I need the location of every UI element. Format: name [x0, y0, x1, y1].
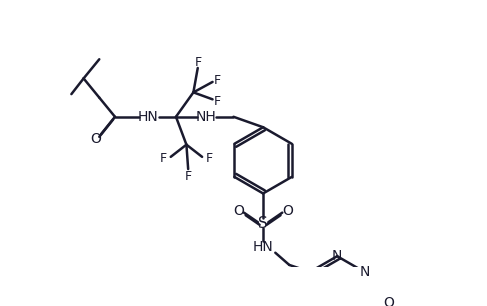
Text: O: O: [233, 204, 244, 218]
Text: O: O: [383, 296, 394, 306]
Text: NH: NH: [195, 110, 216, 124]
Text: F: F: [206, 152, 213, 165]
Text: HN: HN: [253, 241, 274, 255]
Text: F: F: [214, 74, 222, 87]
Text: O: O: [282, 204, 293, 218]
Text: HN: HN: [138, 110, 158, 124]
Text: F: F: [160, 152, 168, 165]
Text: F: F: [185, 170, 192, 183]
Text: N: N: [332, 249, 342, 263]
Text: F: F: [195, 56, 202, 69]
Text: O: O: [91, 132, 101, 147]
Text: N: N: [359, 265, 370, 279]
Text: S: S: [258, 216, 268, 231]
Text: F: F: [214, 95, 222, 108]
